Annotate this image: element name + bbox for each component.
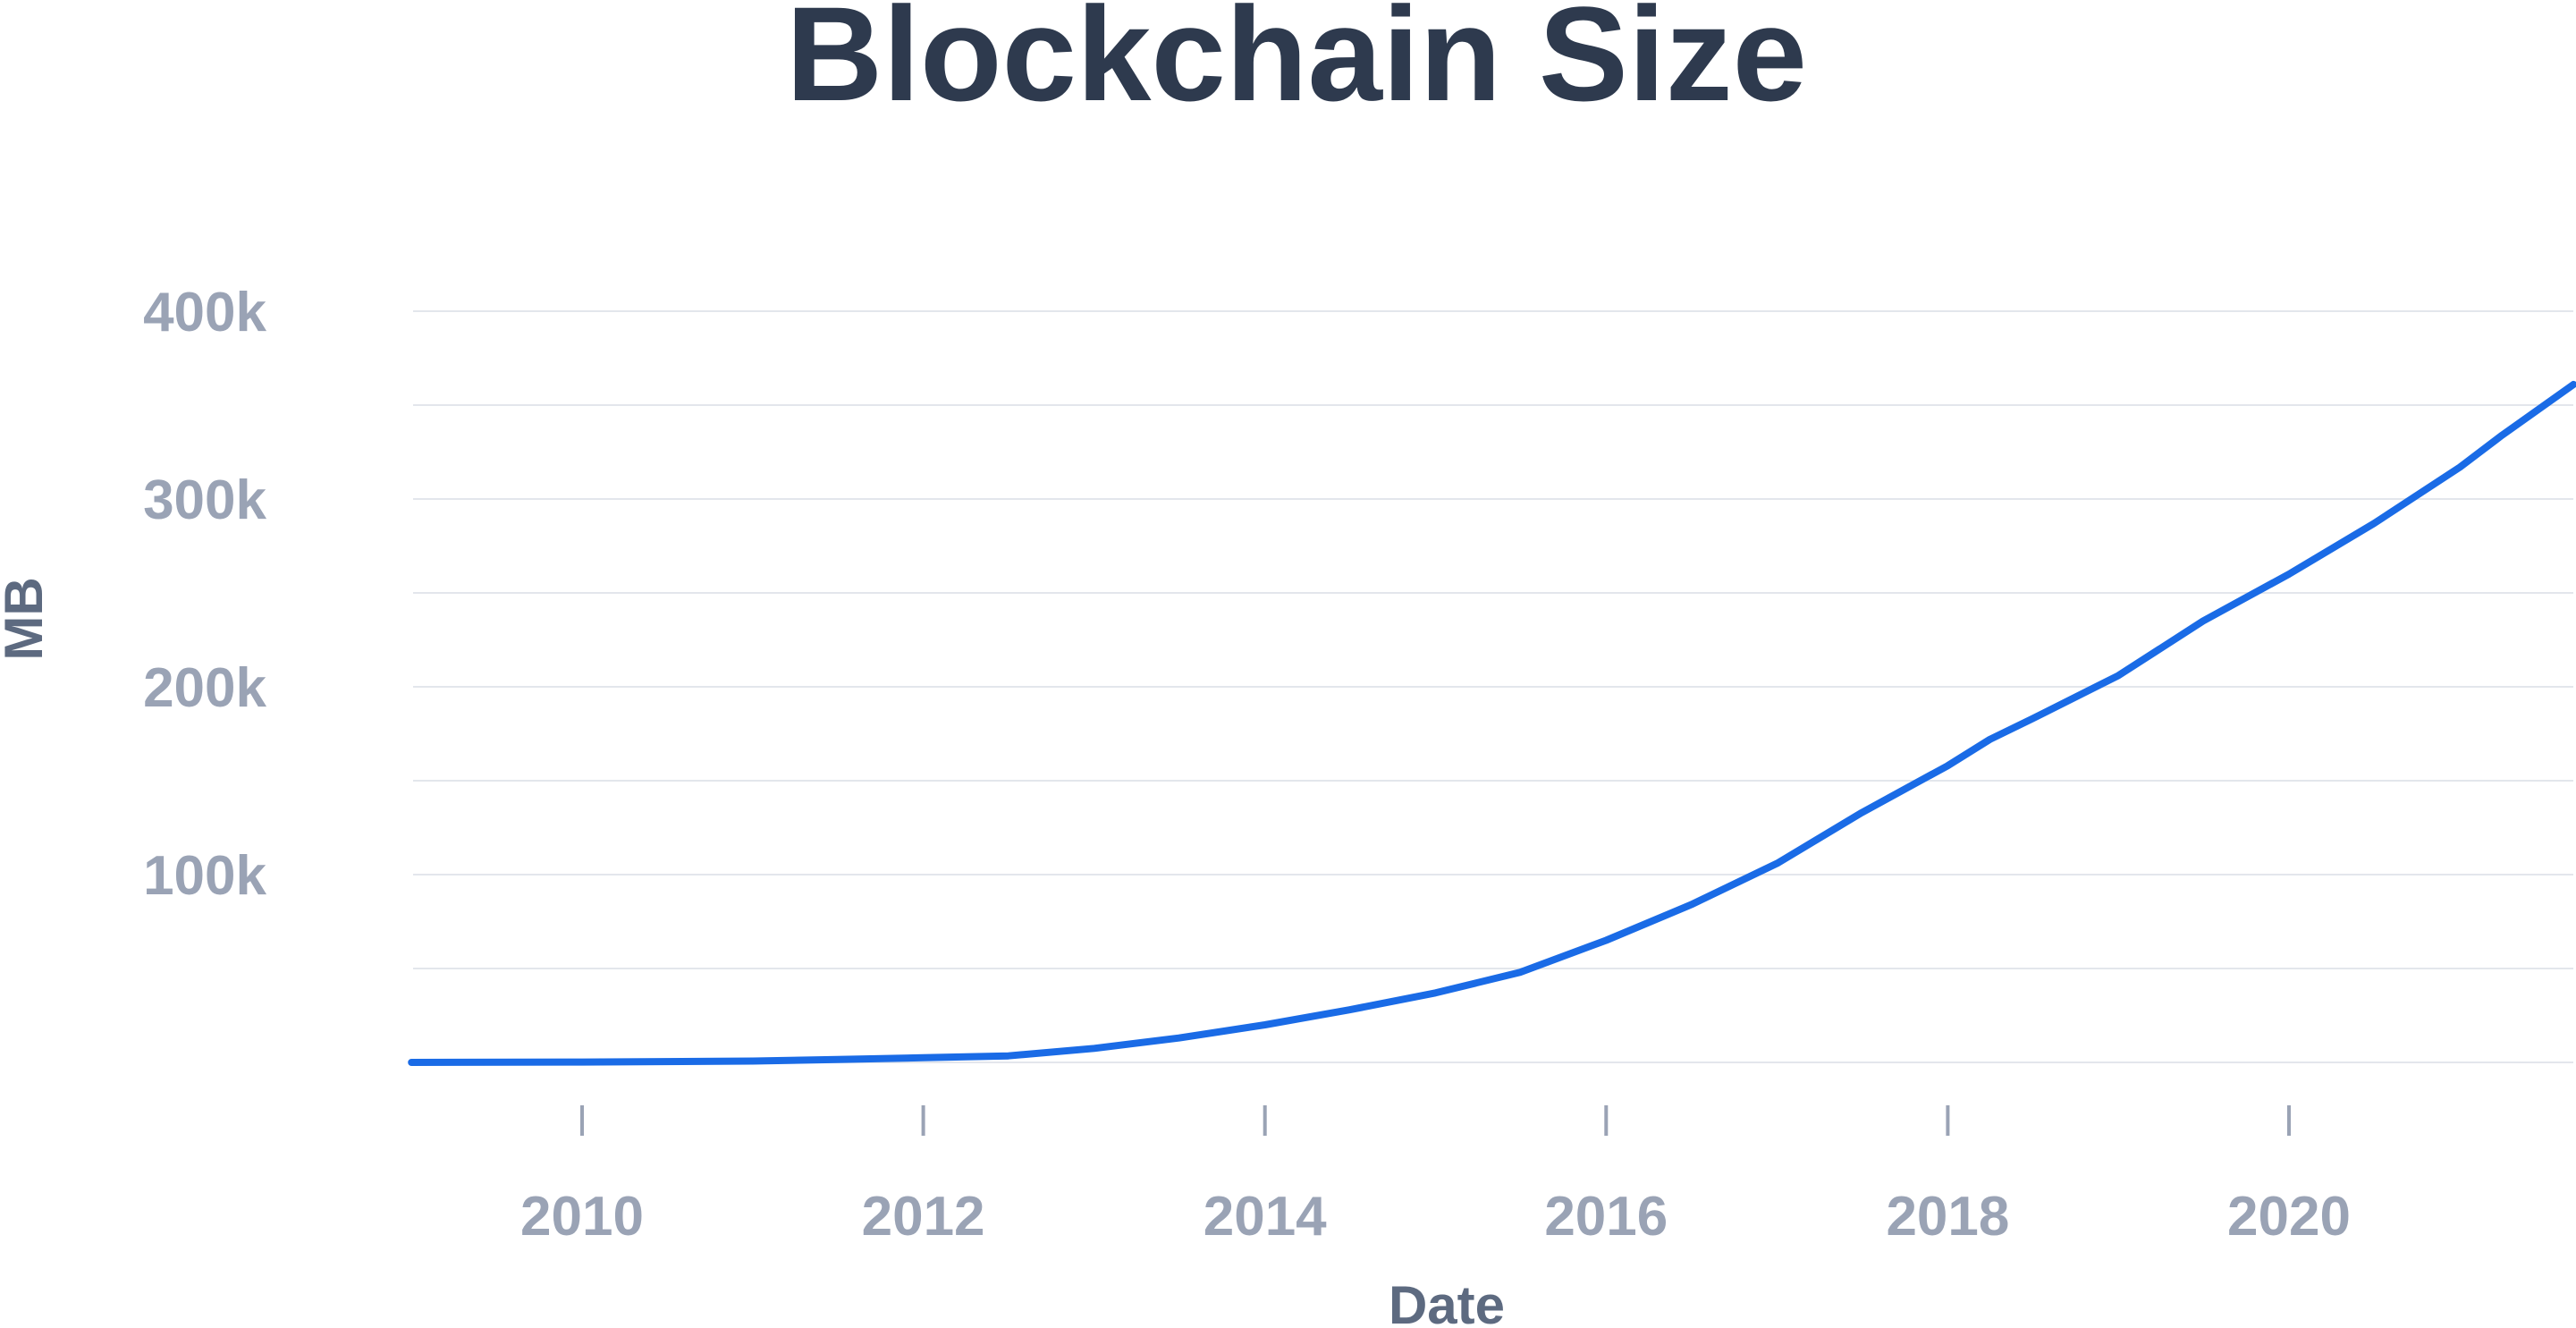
x-tick-label: 2018 bbox=[1886, 1186, 2009, 1248]
x-axis-label: Date bbox=[1389, 1275, 1505, 1328]
y-tick-label: 100k bbox=[143, 845, 266, 907]
blockchain-size-line bbox=[408, 380, 2576, 1066]
y-tick-label: 200k bbox=[143, 657, 266, 719]
y-tick-label: 300k bbox=[143, 469, 266, 531]
y-tick-label: 400k bbox=[143, 282, 266, 343]
y-axis-label: MB bbox=[0, 577, 54, 660]
x-tick-label: 2016 bbox=[1544, 1186, 1668, 1248]
x-tick-label: 2012 bbox=[862, 1186, 985, 1248]
gridlines bbox=[413, 310, 2573, 1063]
x-axis-ticks: 2010 2012 2014 2016 2018 2020 bbox=[520, 1105, 2351, 1248]
x-tick-label: 2010 bbox=[520, 1186, 644, 1248]
x-tick-label: 2020 bbox=[2227, 1186, 2351, 1248]
x-tick-label: 2014 bbox=[1204, 1186, 1327, 1248]
series-layer bbox=[408, 380, 2576, 1066]
y-axis-ticks: 100k 200k 300k 400k bbox=[143, 282, 266, 907]
chart-title: Blockchain Size bbox=[786, 0, 1807, 129]
